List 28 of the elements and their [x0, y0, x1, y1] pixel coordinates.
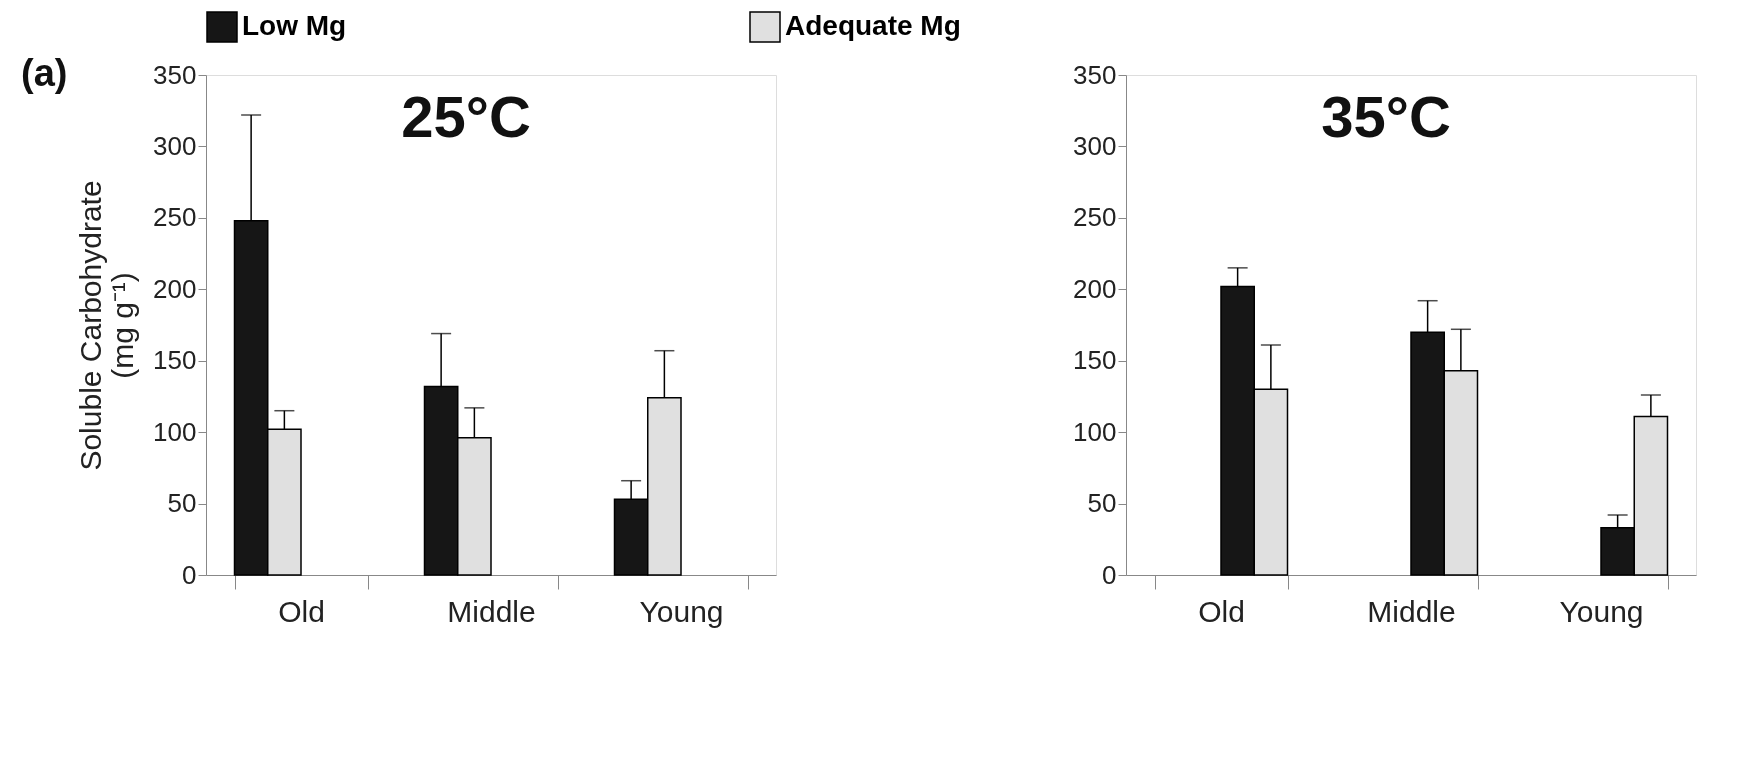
x-tick-label: Young [1559, 594, 1644, 628]
legend-label: Low Mg [242, 10, 347, 41]
y-tick-label: 200 [1073, 273, 1117, 304]
x-tick-label: Middle [1367, 594, 1456, 628]
chart-title: 25°C [401, 84, 531, 149]
y-tick-label: 300 [153, 130, 197, 161]
legend-label: Adequate Mg [785, 10, 961, 41]
y-tick-label: 0 [1102, 559, 1117, 590]
y-tick-label: 350 [1073, 59, 1117, 90]
y-tick-label: 100 [153, 416, 197, 447]
y-tick-label: 100 [1073, 416, 1117, 447]
y-tick-label: 300 [1073, 130, 1117, 161]
y-tick-label: 250 [1073, 202, 1117, 233]
chart-title: 35°C [1321, 84, 1451, 149]
y-tick-label: 50 [167, 488, 197, 519]
x-tick-label: Old [278, 594, 325, 628]
x-tick-label: Young [639, 594, 724, 628]
y-tick-label: 250 [153, 202, 197, 233]
y-tick-label: 150 [1073, 345, 1117, 376]
y-tick-label: 150 [153, 345, 197, 376]
y-tick-label: 200 [153, 273, 197, 304]
x-tick-label: Middle [447, 594, 536, 628]
y-axis-title: Soluble Carbohydrate (mg g⁻¹) [74, 180, 140, 471]
x-tick-label: Old [1198, 594, 1245, 628]
text: (a) [21, 52, 68, 94]
y-tick-label: 0 [182, 559, 197, 590]
y-tick-label: 50 [1087, 488, 1117, 519]
y-tick-label: 350 [153, 59, 197, 90]
